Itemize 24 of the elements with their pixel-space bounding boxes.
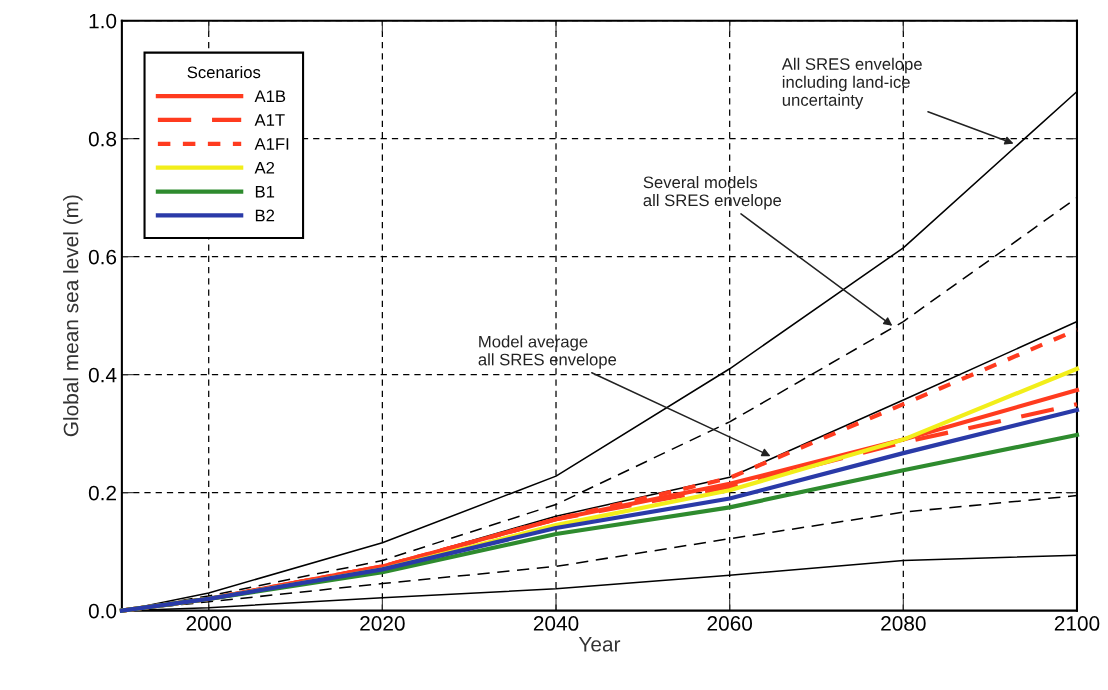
x-axis-title: Year [578,637,621,652]
legend-title: Scenarios [187,65,261,79]
legend-label: B1 [255,185,275,198]
x-tick-label: 2020 [360,616,405,631]
y-tick-label: 0.8 [88,131,117,147]
legend-label: B2 [255,209,275,222]
x-tick-label: 2040 [533,616,579,631]
annotation: Model average all SRES envelope [478,335,617,369]
x-tick-label: 2000 [186,616,232,631]
x-tick-label: 2100 [1054,616,1100,631]
y-axis-title: Global mean sea level (m) [63,195,83,437]
y-tick-label: 0.6 [88,249,117,265]
annotation: Several models all SRES envelope [643,176,782,210]
y-tick-label: 1.0 [89,13,117,29]
legend-label: A1B [254,90,286,102]
y-tick-label: 0.0 [88,603,117,619]
x-tick-label: 2060 [707,616,753,631]
legend-label: A2 [254,161,275,174]
x-tick-label: 2080 [881,616,926,631]
legend-label: A1FI [254,138,289,150]
legend-label: A1T [254,114,285,126]
annotation: All SRES envelope including land-ice uncertainty [781,57,922,110]
y-tick-label: 0.4 [88,367,117,383]
y-tick-label: 0.2 [88,485,116,501]
